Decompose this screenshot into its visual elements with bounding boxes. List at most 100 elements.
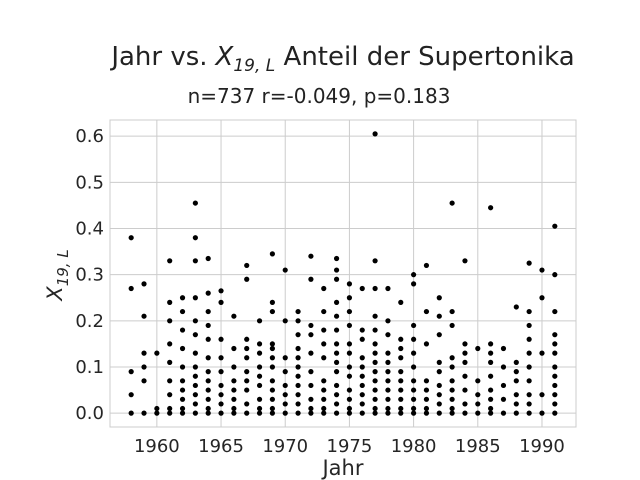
data-point xyxy=(423,405,430,412)
data-point xyxy=(269,308,275,315)
data-point xyxy=(372,327,378,333)
data-point xyxy=(411,322,417,329)
data-point xyxy=(436,401,442,407)
data-point xyxy=(500,382,507,389)
data-point xyxy=(436,392,442,398)
data-point xyxy=(192,392,198,398)
data-point xyxy=(205,255,211,262)
data-point xyxy=(321,355,327,361)
data-point xyxy=(398,410,404,416)
data-point xyxy=(308,382,314,389)
data-point xyxy=(218,355,224,361)
data-point xyxy=(282,382,288,389)
data-point xyxy=(449,322,455,329)
data-point xyxy=(167,318,173,324)
data-point xyxy=(346,295,353,301)
data-point xyxy=(423,378,430,384)
data-point xyxy=(411,364,417,370)
data-point xyxy=(372,258,378,264)
data-point xyxy=(449,405,455,412)
data-point xyxy=(308,322,314,329)
data-point xyxy=(269,345,275,352)
data-point xyxy=(231,405,237,412)
data-point xyxy=(269,299,275,305)
data-point xyxy=(333,341,340,347)
data-point xyxy=(333,276,340,282)
data-point xyxy=(321,285,327,292)
data-point xyxy=(192,410,198,416)
data-point xyxy=(295,345,301,352)
data-point xyxy=(269,251,275,257)
data-point xyxy=(436,332,442,338)
data-point xyxy=(513,304,519,310)
data-point xyxy=(192,401,198,407)
data-point xyxy=(526,260,532,266)
data-point xyxy=(372,341,378,347)
data-point xyxy=(359,327,365,333)
data-point xyxy=(179,345,186,352)
data-point xyxy=(308,410,314,416)
x-tick-label: 1960 xyxy=(134,436,180,457)
data-point xyxy=(398,369,404,375)
data-point xyxy=(231,313,237,319)
data-point xyxy=(436,369,442,375)
data-point xyxy=(372,396,378,402)
data-point xyxy=(346,387,353,393)
data-point xyxy=(321,308,327,315)
x-tick-label: 1975 xyxy=(327,436,373,457)
data-point xyxy=(218,392,224,398)
data-point xyxy=(449,308,455,315)
data-point xyxy=(385,318,391,324)
data-point xyxy=(513,401,519,407)
data-point xyxy=(308,276,314,282)
data-point xyxy=(205,410,211,416)
data-point xyxy=(269,355,275,361)
data-point xyxy=(333,327,340,333)
data-point xyxy=(385,350,391,356)
data-point xyxy=(192,373,198,379)
data-point xyxy=(321,341,327,347)
data-point xyxy=(141,410,147,416)
data-point xyxy=(462,350,468,356)
data-point xyxy=(244,378,250,384)
data-point xyxy=(205,290,211,296)
data-point xyxy=(436,295,442,301)
data-point xyxy=(462,387,468,393)
data-point xyxy=(333,410,340,416)
data-point xyxy=(526,350,532,356)
x-axis-label: Jahr xyxy=(320,456,363,480)
data-point xyxy=(167,359,173,365)
data-point xyxy=(462,341,468,347)
data-point xyxy=(372,131,378,137)
data-point xyxy=(398,378,404,384)
data-point xyxy=(449,378,455,384)
data-point xyxy=(218,382,224,389)
data-point xyxy=(436,359,442,365)
data-point xyxy=(359,392,365,398)
data-point xyxy=(321,327,327,333)
data-point xyxy=(423,262,430,269)
data-point xyxy=(346,396,353,402)
data-point xyxy=(256,410,263,416)
data-point xyxy=(269,396,275,402)
data-point xyxy=(244,276,250,282)
data-point xyxy=(192,350,198,356)
data-point xyxy=(398,355,404,361)
data-point xyxy=(526,392,532,398)
data-point xyxy=(411,387,417,393)
data-point xyxy=(321,405,327,412)
data-point xyxy=(333,350,340,356)
data-point xyxy=(526,378,532,384)
data-point xyxy=(513,410,519,416)
data-point xyxy=(167,392,173,398)
data-point xyxy=(244,262,250,269)
data-point xyxy=(449,410,455,416)
data-point xyxy=(552,308,558,315)
data-point xyxy=(218,369,224,375)
data-point xyxy=(513,359,519,365)
data-point xyxy=(552,341,558,347)
data-point xyxy=(359,382,365,389)
ticks-layer: 1960 1965 1970 1975 1980 1985 1990 0.0 0.1 0.2 0.3… xyxy=(75,126,565,457)
data-point xyxy=(462,359,468,365)
chart-title-prefix: Jahr vs. xyxy=(109,42,207,72)
